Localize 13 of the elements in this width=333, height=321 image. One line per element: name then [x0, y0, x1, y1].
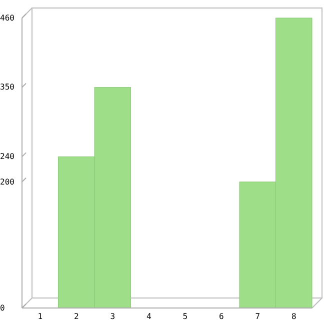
x-tick-label: 2 [74, 312, 79, 321]
x-tick-label: 7 [255, 312, 260, 321]
y-tick-label: 240 [0, 152, 15, 162]
y-tick-label: 460 [0, 13, 15, 22]
x-tick-label: 1 [38, 312, 43, 321]
y-tick-label: 0 [0, 303, 5, 312]
x-tick-label: 5 [182, 312, 188, 321]
x-tick-label: 8 [291, 312, 296, 321]
x-tick-label: 4 [146, 312, 152, 321]
y-tick-label: 350 [0, 82, 15, 92]
x-tick-label: 3 [110, 312, 116, 321]
x-tick-label: 6 [218, 312, 224, 321]
y-tick-label: 200 [0, 177, 15, 186]
